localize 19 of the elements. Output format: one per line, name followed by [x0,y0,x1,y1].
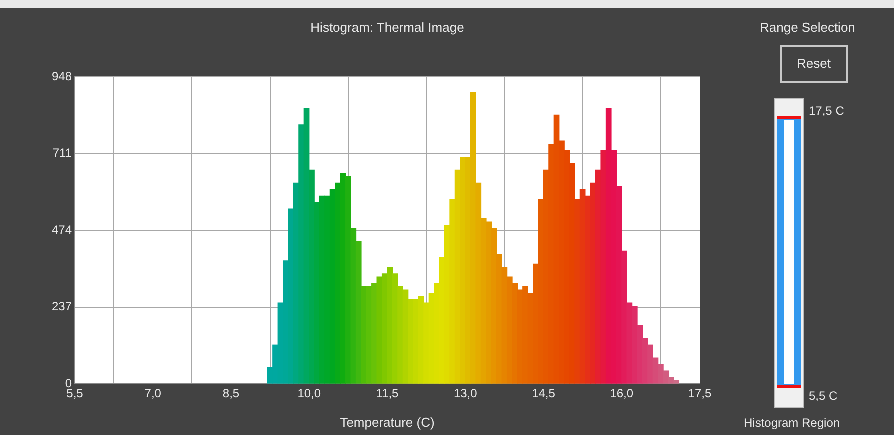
text: Reset [796,56,832,71]
text: Histogram Region [744,416,840,430]
x-tick-label: 14,5 [532,386,556,401]
x-tick-label: 16,0 [610,386,634,401]
x-tick-label: 7,0 [144,386,162,401]
x-tick-label: 13,0 [454,386,478,401]
text: 5,5 C [809,389,838,403]
text: 17,5 C [809,104,844,118]
x-tick-label: 17,5 [688,386,712,401]
x-tick-label: 10,0 [298,386,322,401]
x-tick-label: 8,5 [222,386,240,401]
x-tick-label: 11,5 [376,386,400,401]
y-tick-label: 237 [52,300,72,314]
y-tick-label: 474 [52,222,72,237]
x-axis-title: Temperature (C) [340,414,435,430]
text: Range Selection [760,20,856,35]
y-tick-label: 711 [52,146,72,160]
chart-title: Histogram: Thermal Image [310,20,466,35]
y-tick-label: 948 [52,69,72,84]
